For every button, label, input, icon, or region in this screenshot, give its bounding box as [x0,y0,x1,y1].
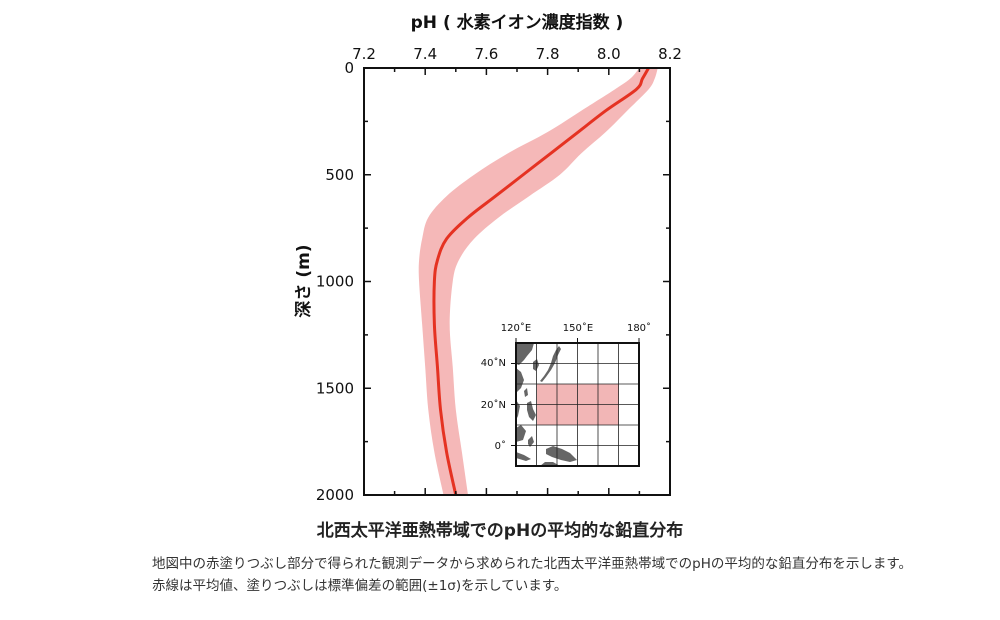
x-tick-label: 8.2 [658,45,682,63]
ph-depth-chart: 7.2 7.4 7.6 7.8 8.0 8.2 0 500 1000 1500 2000 pH (… [293,12,682,504]
mean-ph-line [432,67,650,496]
inset-lon-label-150e: 150˚E [563,322,593,334]
inset-lat-label-20n: 20˚N [481,399,506,411]
inset-map-land-asia [516,343,534,365]
inset-lat-label-40n: 40˚N [481,357,506,369]
inset-map-grid [511,338,640,466]
inset-map-land-sulawesi [528,436,534,447]
inset-map-land-new-guinea [546,446,577,462]
caption-line-2: 赤線は平均値、塗りつぶしは標準偏差の範囲(±1σ)を示しています。 [152,578,568,594]
x-tick-label: 7.6 [474,45,498,63]
y-tick-label: 1000 [316,273,354,291]
plot-area [418,67,658,496]
inset-map-frame [515,342,640,467]
x-tick-label: 7.8 [536,45,560,63]
inset-map-land-sumatra-java [516,452,531,461]
caption-title: 北西太平洋亜熱帯域でのpHの平均的な鉛直分布 [316,521,684,541]
y-tick-label: 2000 [316,486,354,504]
x-tick-label: 7.2 [352,45,376,63]
caption-body: 地図中の赤塗りつぶし部分で得られた観測データから求められた北西太平洋亜熱帯域での… [152,553,952,597]
y-tick-label: 1500 [316,379,354,397]
inset-map-land-korea [533,359,539,371]
y-tick-label: 0 [344,59,354,77]
y-tick-label: 500 [325,166,354,184]
x-tick-label: 7.4 [413,45,437,63]
inset-map-land-taiwan [524,388,528,397]
x-tick-label: 8.0 [597,45,621,63]
inset-map-land-philippines [527,401,536,421]
inset-lon-label-180: 180˚ [627,322,651,334]
x-axis-ticks: 7.2 7.4 7.6 7.8 8.0 8.2 [352,45,682,495]
inset-lat-label-0: 0˚ [495,440,506,452]
inset-lon-label-120e: 120˚E [501,322,531,334]
inset-map-land-china-coast [516,368,524,393]
x-axis-title: pH ( 水素イオン濃度指数 ) [411,12,624,33]
y-axis-ticks: 0 500 1000 1500 2000 [316,59,670,504]
caption-line-1: 地図中の赤塗りつぶし部分で得られた観測データから求められた北西太平洋亜熱帯域での… [152,556,913,572]
y-axis-title: 深さ (m) [293,244,314,317]
inset-map: 120˚E 150˚E 180˚ 40˚N 20˚N 0˚ [481,322,651,467]
inset-map-land-borneo [516,425,526,442]
inset-map-land-japan [540,346,561,382]
sigma-band [418,68,658,495]
